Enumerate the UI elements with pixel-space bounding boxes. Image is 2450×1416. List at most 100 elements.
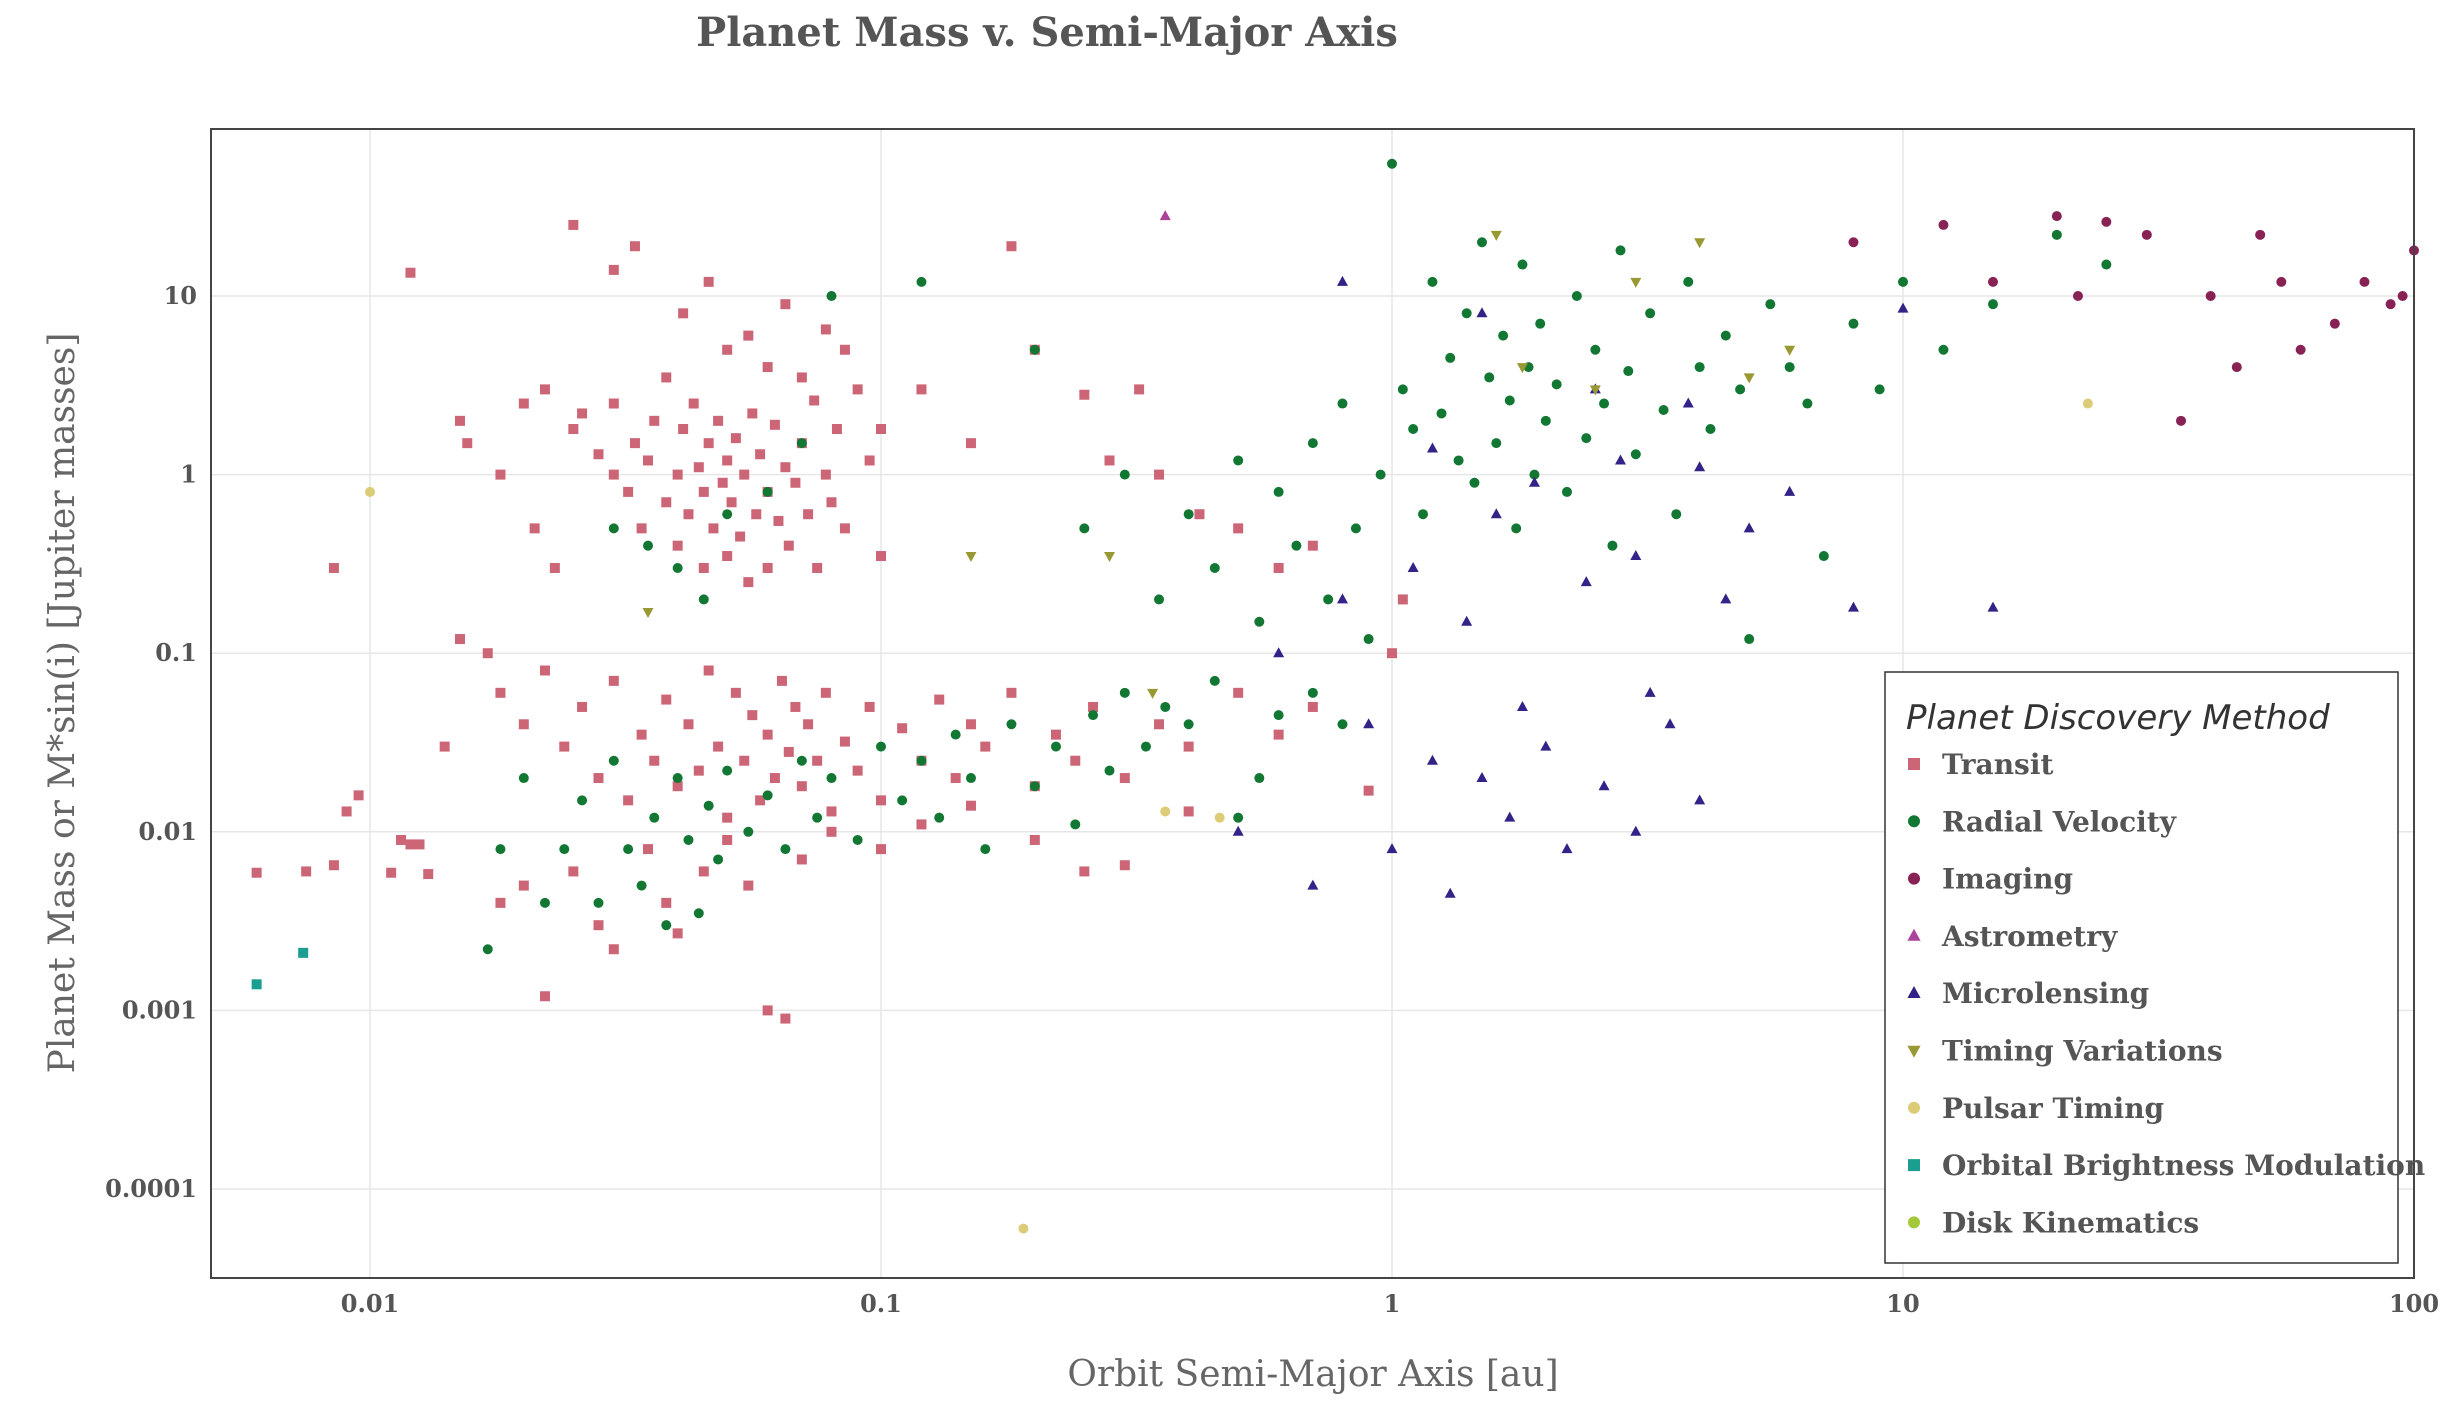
data-point [1517, 259, 1528, 270]
data-point [629, 241, 640, 252]
data-point [1938, 344, 1949, 355]
legend-item: Pulsar Timing [1908, 1092, 2164, 1125]
data-point [809, 395, 820, 406]
data-point [864, 455, 875, 466]
data-point [1386, 843, 1398, 854]
data-point [1209, 562, 1220, 573]
data-point [1540, 740, 1552, 751]
data-point [1598, 780, 1610, 791]
data-point [1645, 308, 1656, 319]
legend-items: Transit Radial Velocity Imaging Astrometry M… [1907, 748, 2425, 1239]
data-point [608, 469, 619, 480]
y-tick-label: 0.001 [122, 995, 197, 1024]
data-point [783, 540, 794, 551]
data-point [790, 477, 801, 488]
data-point [1307, 438, 1318, 449]
data-point [743, 826, 754, 837]
data-point [577, 701, 588, 712]
data-point [539, 665, 550, 676]
data-point [708, 523, 719, 534]
legend-marker [1907, 1045, 1921, 1058]
legend-label: Pulsar Timing [1942, 1092, 2164, 1125]
data-point [713, 415, 724, 426]
data-point [353, 790, 364, 801]
data-point [1784, 485, 1796, 496]
y-tick-label: 0.0001 [105, 1174, 197, 1203]
data-point [743, 577, 754, 588]
data-point [876, 551, 886, 562]
data-point [1453, 455, 1464, 466]
data-point [2101, 259, 2112, 270]
data-point [608, 755, 619, 766]
data-point [2255, 229, 2266, 240]
data-point [608, 675, 619, 686]
data-point [1630, 550, 1642, 561]
data-point [386, 867, 397, 878]
data-point [328, 860, 339, 871]
legend-marker [1908, 815, 1920, 828]
data-point [1720, 593, 1732, 604]
data-point [852, 765, 863, 776]
data-point [672, 540, 683, 551]
data-point [1029, 834, 1040, 845]
data-point [559, 741, 570, 752]
data-point [2359, 276, 2370, 287]
data-point [2141, 229, 2152, 240]
data-point [495, 687, 506, 698]
data-point [1104, 455, 1115, 466]
data-point [1484, 372, 1495, 383]
data-point [298, 947, 309, 958]
data-point [539, 991, 550, 1002]
series-orbital-brightness-modulation [251, 947, 309, 990]
plot-area-frame [210, 128, 2415, 1279]
data-point [1426, 442, 1438, 453]
data-point [1337, 719, 1348, 730]
data-point [608, 944, 619, 955]
data-point [678, 424, 689, 435]
data-point [623, 795, 634, 806]
data-point [672, 773, 683, 784]
data-point [1491, 438, 1502, 449]
data-point [916, 276, 927, 287]
data-point [518, 719, 529, 730]
data-point [539, 384, 550, 395]
data-point [1079, 523, 1090, 534]
data-point [762, 562, 773, 573]
data-point [1581, 433, 1592, 444]
data-point [1694, 362, 1705, 373]
data-point [1897, 302, 1909, 313]
data-point [1735, 384, 1746, 395]
data-point [1784, 362, 1795, 373]
data-point [2385, 299, 2396, 310]
data-point [1671, 509, 1682, 520]
data-point [826, 806, 837, 817]
legend-item: Imaging [1908, 863, 2073, 896]
data-point [950, 773, 961, 784]
data-point [661, 497, 672, 508]
data-point [950, 729, 961, 740]
data-point [1363, 634, 1374, 645]
data-point [1744, 634, 1755, 645]
data-point [1119, 773, 1130, 784]
data-point [1154, 469, 1165, 480]
data-point [636, 880, 647, 891]
data-point [1658, 404, 1669, 415]
data-point [980, 844, 991, 855]
data-point [643, 844, 654, 855]
data-point [831, 424, 842, 435]
data-point [839, 344, 850, 355]
data-point [1408, 424, 1419, 435]
data-point [1050, 741, 1061, 752]
data-point [1194, 509, 1205, 520]
data-point [1630, 449, 1641, 460]
data-point [636, 523, 647, 534]
data-point [762, 486, 773, 497]
data-point [2295, 344, 2306, 355]
data-point [423, 869, 434, 880]
data-point [1336, 275, 1348, 286]
data-point [722, 834, 733, 845]
data-point [812, 812, 823, 823]
data-point [762, 362, 773, 373]
data-point [1140, 741, 1151, 752]
data-point [1006, 719, 1017, 730]
